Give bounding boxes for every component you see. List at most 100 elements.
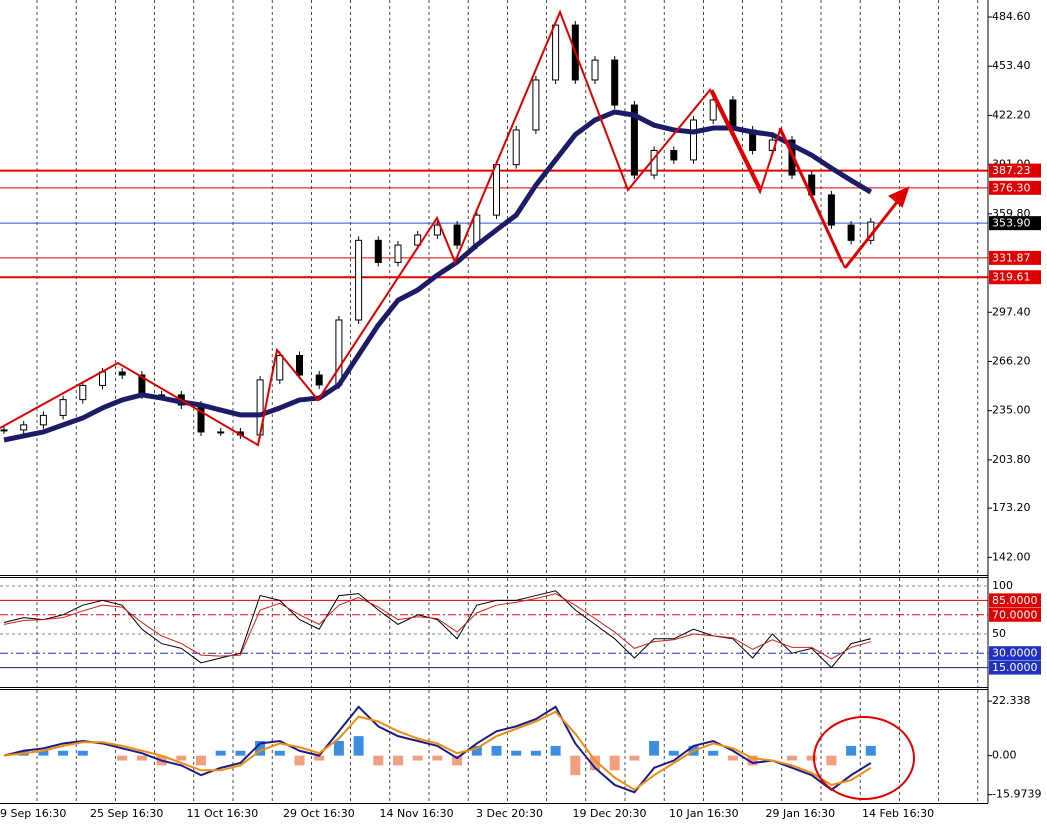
y-tick-label: 484.60: [992, 10, 1031, 23]
oscillator-line: [3, 593, 871, 660]
candle: [20, 424, 28, 431]
histogram-bar: [452, 755, 463, 766]
histogram-bar: [314, 755, 325, 761]
candle: [197, 404, 205, 433]
histogram-bar: [570, 755, 581, 776]
histogram-bar: [235, 750, 246, 756]
histogram-bar: [333, 741, 344, 756]
candle: [355, 239, 363, 321]
annotations: [0, 9, 915, 800]
x-tick-label: 10 Jan 16:30: [669, 807, 739, 820]
histogram-bar: [215, 750, 226, 756]
histogram-bar: [708, 750, 719, 756]
histogram-bar: [787, 755, 797, 761]
histogram-bar: [550, 745, 561, 756]
histogram-bar: [255, 741, 266, 756]
x-tick-label: 29 Oct 16:30: [283, 807, 355, 820]
zigzag: [0, 9, 846, 447]
y-tick-label: -15.9739: [992, 788, 1041, 801]
candle: [296, 354, 303, 376]
candle: [453, 224, 461, 246]
y-tick-label: 50: [992, 627, 1006, 640]
level-label-box: [989, 646, 1041, 661]
level-label-box: [989, 216, 1041, 231]
y-tick-label: 22.338: [992, 694, 1031, 707]
level-label: 70.0000: [992, 608, 1038, 621]
candle: [0, 429, 8, 432]
level-label-box: [989, 180, 1041, 195]
candle: [670, 149, 678, 161]
candle: [394, 244, 402, 263]
histogram-bar: [432, 755, 443, 761]
histogram-bar: [196, 755, 206, 766]
candle: [59, 399, 67, 416]
candle: [611, 59, 619, 106]
histogram-bar: [38, 750, 49, 756]
histogram-bar: [649, 741, 660, 756]
circle-highlight: [813, 716, 915, 800]
histogram-bar: [274, 750, 285, 756]
histogram-bar: [511, 750, 522, 756]
candle: [374, 239, 382, 263]
histogram-bar: [747, 755, 758, 766]
histogram-bar: [668, 750, 679, 756]
histogram-bar: [58, 750, 69, 756]
histogram-bar: [136, 755, 147, 761]
candle: [630, 104, 638, 176]
level-label-box: [989, 593, 1041, 608]
candle: [591, 59, 599, 81]
y-tick-label: 422.20: [992, 108, 1031, 121]
candle: [690, 119, 697, 161]
level-label-box: [989, 270, 1041, 285]
x-tick-label: 11 Oct 16:30: [187, 807, 259, 820]
x-tick-label: 9 Sep 16:30: [0, 807, 66, 820]
macd-line: [3, 710, 872, 792]
histogram-bar: [491, 745, 502, 756]
arrow-down-1: [710, 89, 762, 189]
oscillator-line: [3, 590, 871, 669]
candle: [276, 354, 284, 381]
level-label: 376.30: [992, 181, 1031, 194]
histogram-bar: [806, 755, 817, 761]
moving-average: [3, 109, 873, 443]
candle: [335, 319, 343, 386]
histogram-bar: [530, 750, 541, 756]
histogram-bar: [590, 755, 600, 771]
x-tick-label: 14 Nov 16:30: [380, 807, 454, 820]
histogram-bar: [629, 755, 640, 761]
x-tick-label: 14 Feb 16:30: [862, 807, 934, 820]
candle: [827, 194, 835, 226]
histogram-bar: [294, 755, 305, 766]
y-tick-label: 297.40: [992, 305, 1031, 318]
level-label: 30.0000: [992, 647, 1038, 660]
candle: [433, 224, 441, 236]
arrow-up-line: [843, 191, 907, 269]
candle: [709, 99, 717, 121]
y-tick-label: 453.40: [992, 59, 1031, 72]
y-tick-label: 173.20: [992, 501, 1031, 514]
candle: [217, 431, 225, 434]
level-label-box: [989, 660, 1041, 675]
candle: [118, 371, 126, 376]
arrow-head: [888, 186, 910, 208]
y-tick-label: 203.80: [992, 453, 1031, 466]
arrow-down-2: [778, 127, 844, 263]
x-tick-label: 25 Sep 16:30: [90, 807, 163, 820]
level-label: 331.87: [992, 251, 1031, 264]
histogram-bar: [846, 745, 857, 756]
candle: [414, 234, 422, 246]
histogram-bar: [176, 755, 187, 761]
candle: [99, 371, 106, 386]
level-label-box: [989, 250, 1041, 265]
candle: [552, 24, 560, 81]
plot-layers: 484.60453.40422.20391.00359.80297.40266.…: [0, 10, 1041, 820]
histogram-bar: [393, 755, 403, 766]
candle: [493, 164, 500, 216]
level-label: 353.90: [992, 217, 1031, 230]
y-tick-label: 100: [992, 579, 1013, 592]
candle: [512, 129, 520, 166]
y-tick-label: 235.00: [992, 404, 1031, 417]
time-grid: [36, 0, 979, 803]
